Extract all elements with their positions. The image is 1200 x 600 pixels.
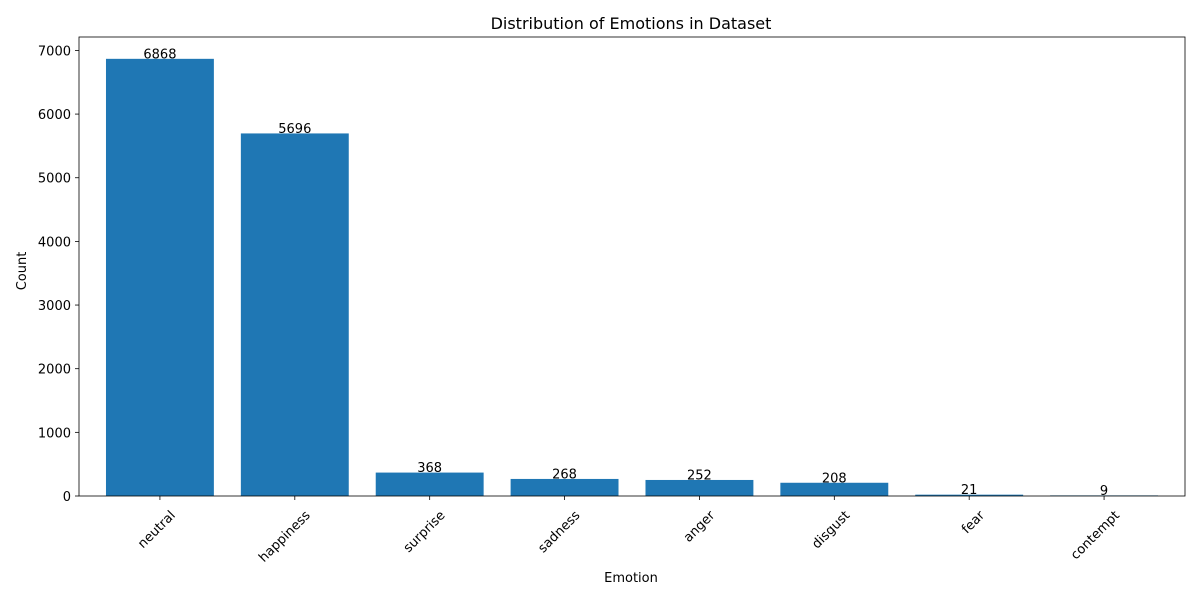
x-tick-label-happiness: happiness (256, 508, 314, 566)
y-tick-label-5000: 5000 (38, 172, 71, 187)
data-label-disgust: 208 (822, 471, 847, 486)
x-tick-label-fear: fear (959, 508, 988, 537)
data-label-surprise: 368 (417, 461, 442, 476)
x-axis-label: Emotion (604, 571, 658, 586)
y-tick-label-0: 0 (63, 490, 71, 505)
y-tick-label-1000: 1000 (38, 426, 71, 441)
data-label-sadness: 268 (552, 467, 577, 482)
bar-fear (915, 494, 1024, 496)
y-tick-label-7000: 7000 (38, 44, 71, 59)
y-tick-label-3000: 3000 (38, 299, 71, 314)
data-label-neutral: 6868 (143, 47, 176, 62)
y-tick-label-6000: 6000 (38, 108, 71, 123)
bar-anger (645, 479, 754, 496)
x-tick-label-anger: anger (681, 508, 719, 546)
y-tick-label-4000: 4000 (38, 235, 71, 250)
x-tick-label-surprise: surprise (401, 508, 449, 556)
x-tick-label-contempt: contempt (1068, 508, 1123, 563)
data-label-happiness: 5696 (278, 122, 311, 137)
x-tick-label-disgust: disgust (809, 508, 853, 552)
bar-surprise (375, 472, 484, 496)
bar-sadness (510, 478, 619, 496)
plot-frame (78, 36, 1186, 497)
data-labels-group: 6868 5696 368 268 252 208 21 9 (143, 47, 1108, 499)
bar-happiness (240, 133, 349, 497)
data-label-anger: 252 (687, 468, 712, 483)
chart-title: Distribution of Emotions in Dataset (491, 14, 772, 33)
x-tick-label-sadness: sadness (535, 508, 583, 556)
x-tick-label-neutral: neutral (135, 508, 178, 551)
y-axis-label: Count (15, 252, 30, 291)
bars-group (105, 58, 1159, 497)
data-label-fear: 21 (961, 483, 978, 498)
bar-disgust (780, 482, 889, 496)
bar-neutral (105, 58, 214, 497)
y-tick-label-2000: 2000 (38, 363, 71, 378)
data-label-contempt: 9 (1100, 484, 1108, 499)
